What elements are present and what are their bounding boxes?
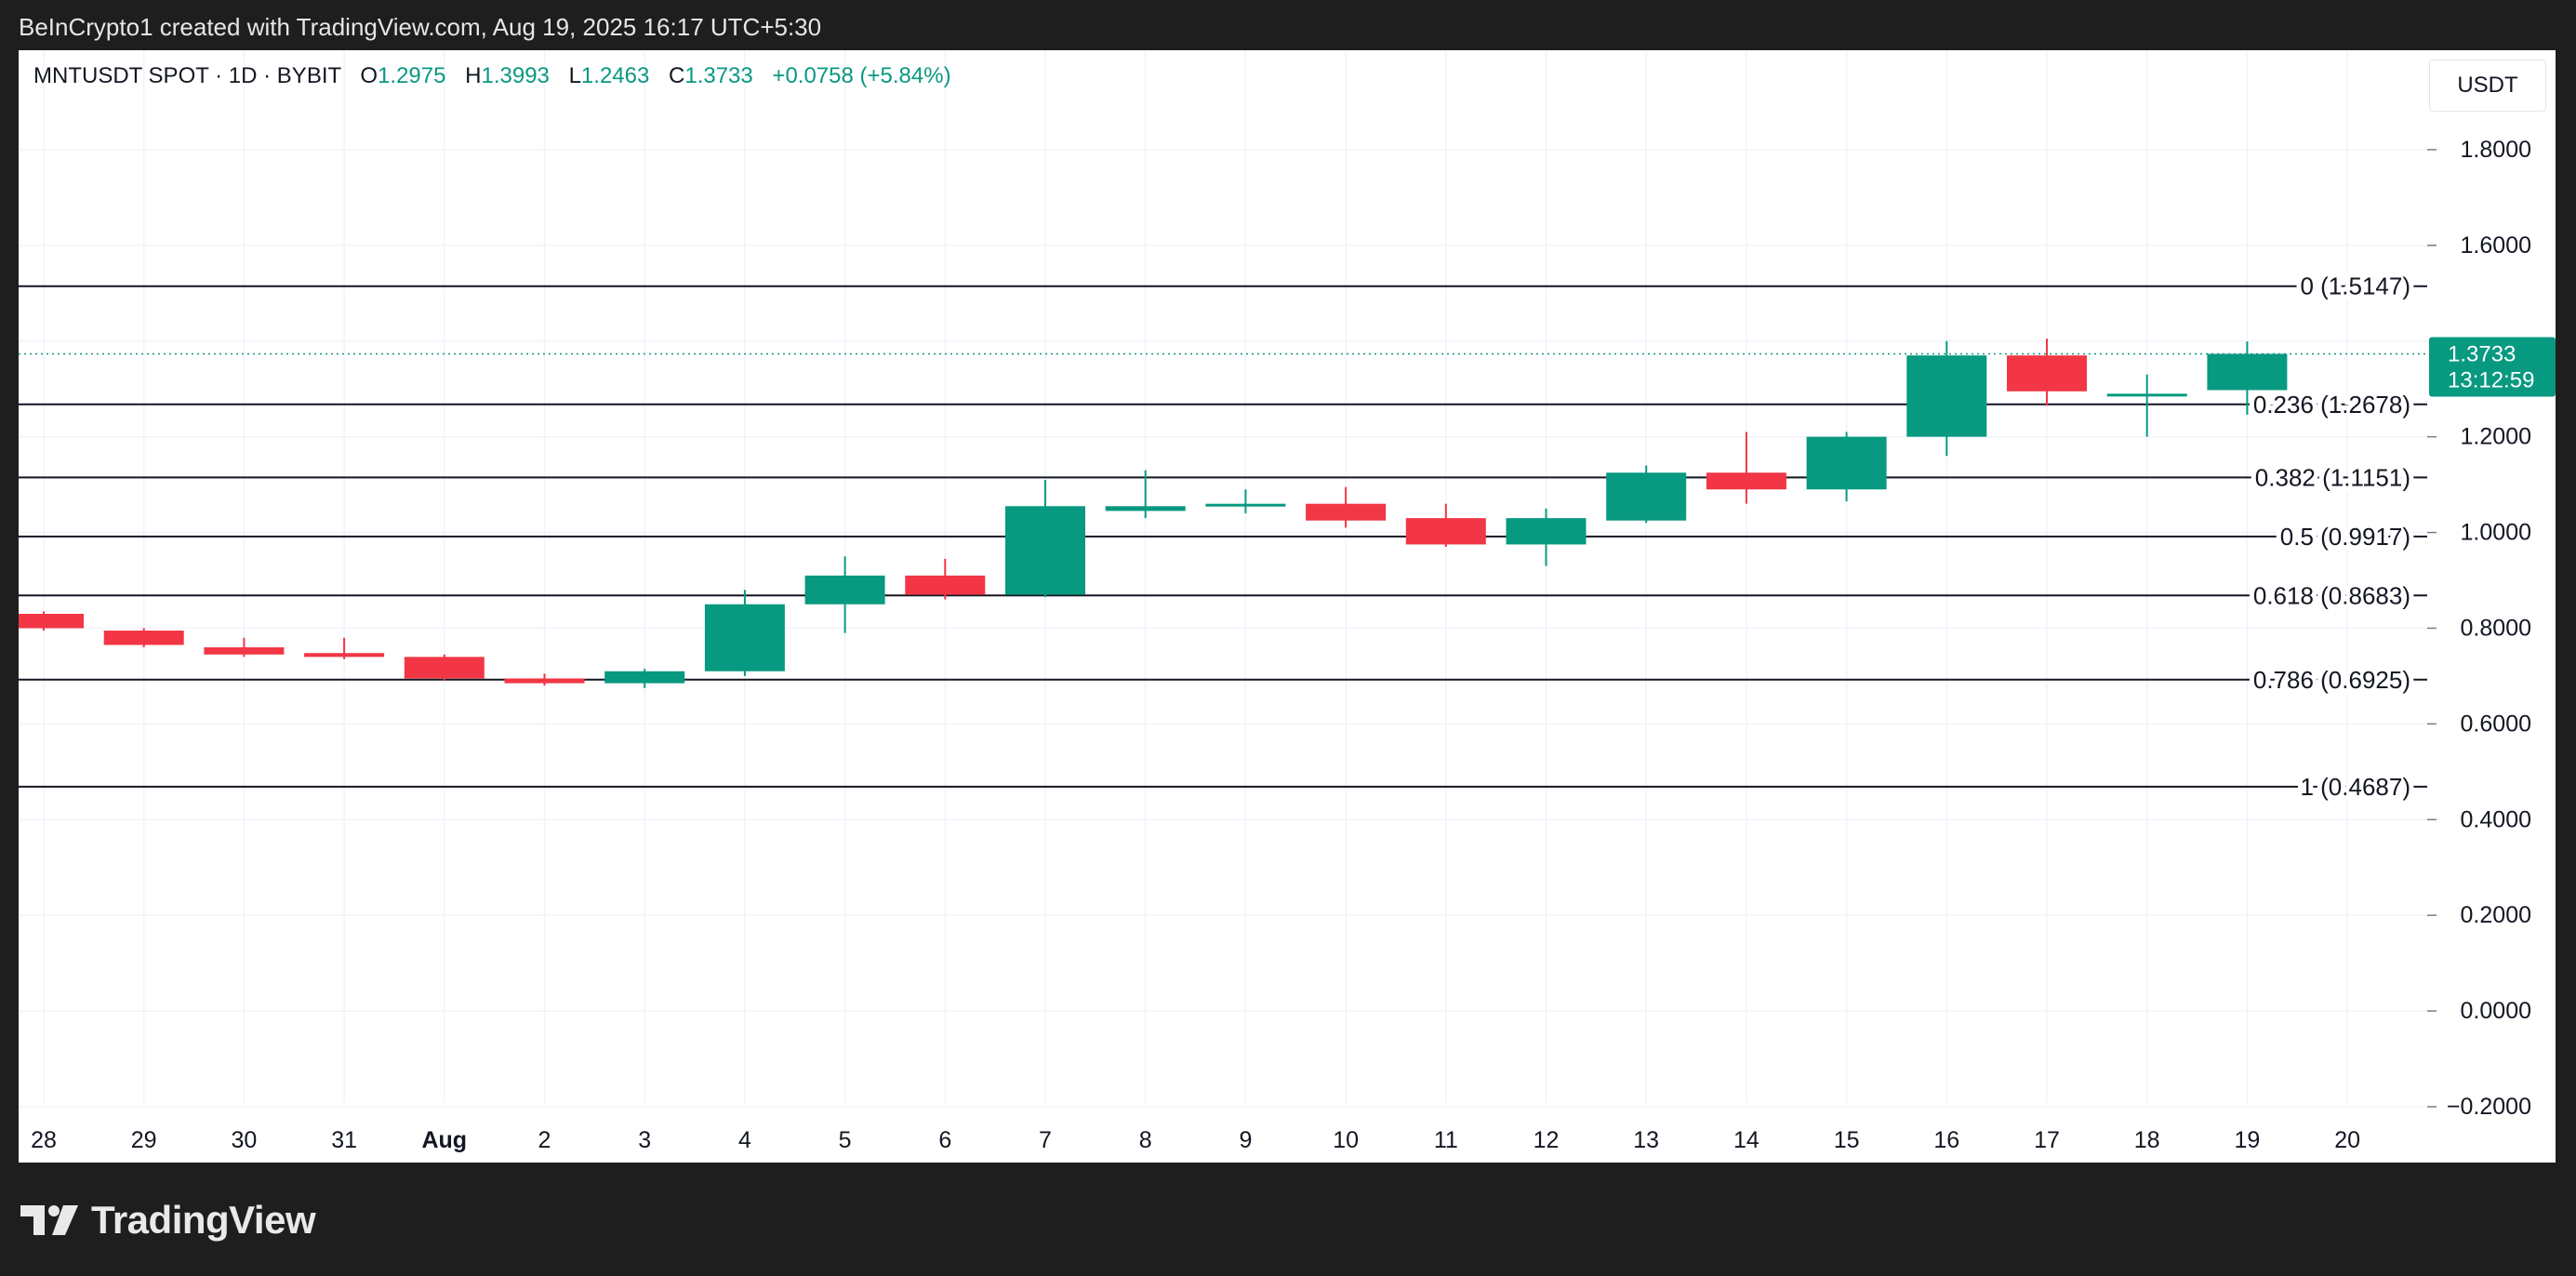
time-tick-label: 20 bbox=[2334, 1127, 2360, 1153]
time-tick-label: Aug bbox=[421, 1127, 467, 1153]
close-value: 1.3733 bbox=[684, 63, 753, 88]
time-tick-label: 14 bbox=[1733, 1127, 1759, 1153]
fib-level-label: 0.382 (1.1151) bbox=[2255, 463, 2410, 491]
candle-body bbox=[804, 575, 885, 605]
candle-body bbox=[1906, 355, 1987, 437]
price-tick-label: 1.2000 bbox=[2461, 424, 2531, 450]
candle-body bbox=[2007, 355, 2087, 392]
time-tick-label: 8 bbox=[1139, 1127, 1152, 1153]
candle-body bbox=[1405, 518, 1486, 545]
candle-body bbox=[2207, 353, 2288, 391]
candle-body bbox=[504, 678, 585, 684]
close-label: C bbox=[669, 63, 685, 88]
fib-level-label: 1 (0.4687) bbox=[2300, 773, 2410, 801]
time-tick-label: 17 bbox=[2034, 1127, 2060, 1153]
time-tick-label: 29 bbox=[131, 1127, 157, 1153]
high-label: H bbox=[465, 63, 482, 88]
candle-body bbox=[204, 647, 285, 655]
chart-panel[interactable]: 0 (1.5147) 0.236 (1.2678) 0.382 (1.1151) 0.… bbox=[19, 50, 2556, 1163]
time-tick-label: 28 bbox=[31, 1127, 57, 1153]
candle-body bbox=[1806, 436, 1887, 490]
open-value: 1.2975 bbox=[378, 63, 446, 88]
price-tick-label: 0.8000 bbox=[2461, 615, 2531, 641]
time-tick-label: 6 bbox=[938, 1127, 951, 1153]
low-value: 1.2463 bbox=[580, 63, 650, 88]
tradingview-logo[interactable]: TradingView bbox=[20, 1198, 316, 1243]
time-tick-label: 11 bbox=[1434, 1127, 1458, 1153]
time-tick-label: 3 bbox=[638, 1127, 651, 1153]
price-tick-label: 0.2000 bbox=[2461, 902, 2531, 928]
price-tick-label: −0.2000 bbox=[2447, 1094, 2531, 1120]
time-tick-label: 18 bbox=[2134, 1127, 2160, 1153]
time-tick-label: 31 bbox=[331, 1127, 357, 1153]
price-tick-label: 0.0000 bbox=[2461, 998, 2531, 1024]
fibonacci-levels: 0 (1.5147) 0.236 (1.2678) 0.382 (1.1151) 0.… bbox=[19, 268, 2427, 805]
time-tick-label: 19 bbox=[2234, 1127, 2260, 1153]
candle-body bbox=[1205, 503, 1286, 507]
grid-lines bbox=[19, 50, 2427, 1108]
price-tick-label: 0.6000 bbox=[2461, 711, 2531, 737]
candle-body bbox=[1506, 518, 1587, 545]
candle-body bbox=[1606, 472, 1687, 521]
candle-body bbox=[19, 614, 84, 629]
time-axis: 28 29 30 31 Aug 2 3 4 5 6 7 8 9 10 11 12 13 14 15 16 17 18 19 2… bbox=[31, 1127, 2360, 1153]
symbol-legend: MNTUSDT SPOT · 1D · BYBIT O1.2975 H1.399… bbox=[33, 63, 951, 89]
high-value: 1.3993 bbox=[481, 63, 550, 88]
time-tick-label: 9 bbox=[1239, 1127, 1252, 1153]
open-label: O bbox=[360, 63, 378, 88]
time-tick-label: 15 bbox=[1834, 1127, 1860, 1153]
currency-selector[interactable]: USDT bbox=[2429, 60, 2546, 112]
candle-body bbox=[1706, 472, 1786, 490]
fib-level-label: 0.618 (0.8683) bbox=[2253, 581, 2410, 609]
candles bbox=[19, 339, 2288, 688]
chart-attribution: BeInCrypto1 created with TradingView.com… bbox=[19, 13, 822, 41]
last-price-badge bbox=[2429, 337, 2556, 397]
candle-body bbox=[304, 653, 385, 658]
candle-body bbox=[1005, 506, 1085, 595]
price-tick-label: 1.0000 bbox=[2461, 520, 2531, 546]
time-tick-label: 5 bbox=[839, 1127, 852, 1153]
time-tick-label: 7 bbox=[1039, 1127, 1052, 1153]
tradingview-logo-icon bbox=[20, 1205, 78, 1235]
candle-body bbox=[2106, 393, 2187, 397]
change-value: +0.0758 (+5.84%) bbox=[772, 63, 951, 88]
time-tick-label: 13 bbox=[1633, 1127, 1659, 1153]
time-tick-label: 30 bbox=[231, 1127, 257, 1153]
fib-level-label: 0.5 (0.9917) bbox=[2280, 523, 2410, 551]
candle-body bbox=[905, 575, 986, 595]
price-tick-label: 1.6000 bbox=[2461, 233, 2531, 259]
time-tick-label: 4 bbox=[738, 1127, 751, 1153]
candle-body bbox=[103, 631, 184, 645]
candle-countdown: 13:12:59 bbox=[2448, 367, 2534, 392]
price-tick-label: 1.8000 bbox=[2461, 137, 2531, 163]
last-price-value: 1.3733 bbox=[2448, 341, 2516, 366]
fib-level-label: 0 (1.5147) bbox=[2300, 272, 2410, 300]
time-tick-label: 16 bbox=[1933, 1127, 1959, 1153]
fib-level-label: 0.236 (1.2678) bbox=[2253, 391, 2410, 419]
candlestick-chart[interactable]: 0 (1.5147) 0.236 (1.2678) 0.382 (1.1151) 0.… bbox=[19, 50, 2556, 1163]
price-axis: 1.8000 1.6000 1.2000 1.0000 0.8000 0.6000 0.40… bbox=[2427, 137, 2531, 1120]
low-label: L bbox=[568, 63, 581, 88]
tradingview-brand: TradingView bbox=[91, 1198, 316, 1242]
candle-body bbox=[704, 604, 785, 671]
time-tick-label: 2 bbox=[538, 1127, 551, 1153]
fib-level-label: 0.786 (0.6925) bbox=[2253, 666, 2410, 694]
candle-body bbox=[1306, 503, 1387, 521]
time-tick-label: 10 bbox=[1333, 1127, 1359, 1153]
symbol-info: MNTUSDT SPOT · 1D · BYBIT bbox=[33, 63, 341, 88]
candle-body bbox=[604, 671, 685, 684]
candle-body bbox=[1105, 506, 1186, 512]
time-tick-label: 12 bbox=[1534, 1127, 1560, 1153]
price-tick-label: 0.4000 bbox=[2461, 806, 2531, 832]
candle-body bbox=[404, 657, 485, 679]
